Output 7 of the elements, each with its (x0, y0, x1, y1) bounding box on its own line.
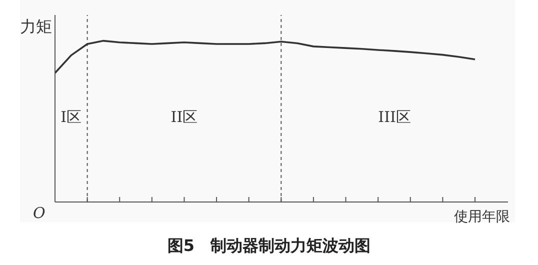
annotation: III区 (377, 108, 412, 127)
x-axis-title: 使用年限 (454, 208, 510, 226)
annotation: II区 (170, 108, 199, 127)
text: O (33, 204, 46, 222)
text: 图5 制动器制动力矩波动图 (166, 236, 372, 257)
annotation: I区 (60, 108, 83, 127)
y-axis-title: 力矩 (20, 17, 52, 38)
